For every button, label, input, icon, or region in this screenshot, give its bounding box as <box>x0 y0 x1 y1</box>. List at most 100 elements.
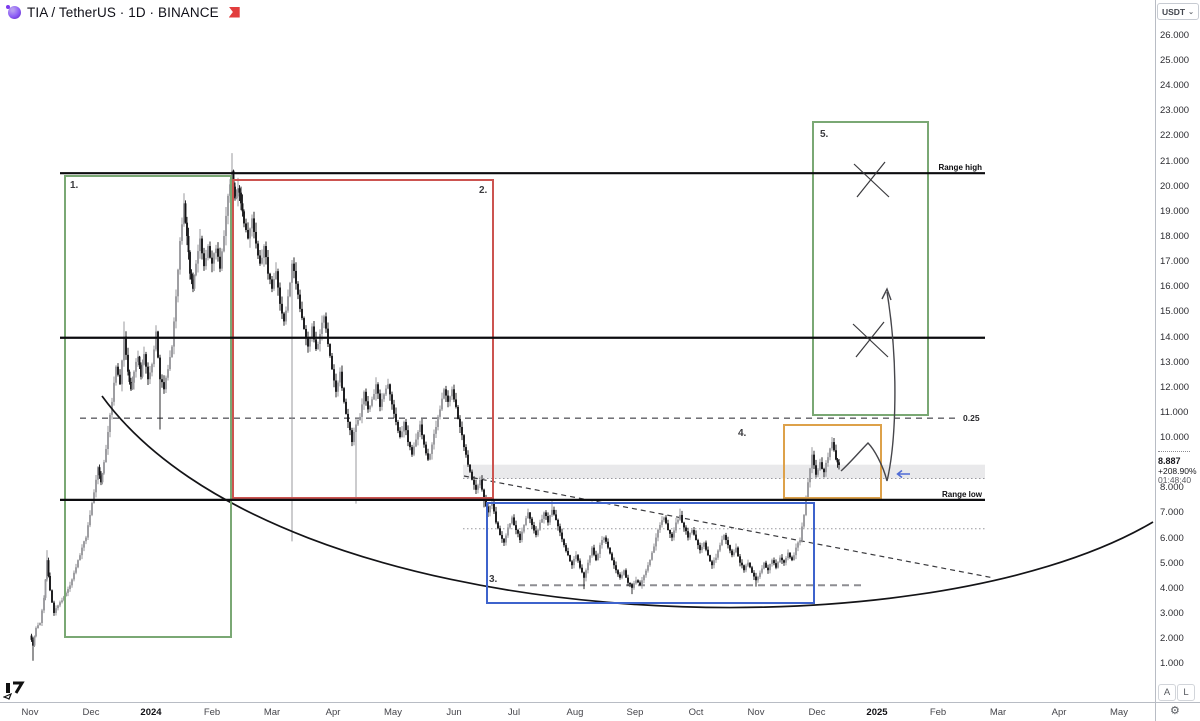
candle <box>197 251 199 264</box>
candle <box>289 282 291 297</box>
gear-icon[interactable]: ⚙ <box>1170 705 1180 717</box>
candle <box>145 354 147 367</box>
candle <box>325 316 327 329</box>
candle <box>439 409 441 417</box>
phase-box-1[interactable] <box>64 175 232 638</box>
phase-box-2[interactable] <box>232 179 494 499</box>
candle <box>561 532 563 540</box>
price-tick-label: 8.000 <box>1160 482 1184 494</box>
candle <box>687 531 689 538</box>
candle <box>639 582 641 586</box>
candle <box>213 253 215 264</box>
candle <box>49 575 51 591</box>
currency-selector[interactable]: USDT ⌄ <box>1157 3 1199 20</box>
candle <box>445 389 447 396</box>
candle <box>183 203 185 225</box>
phase-box-5[interactable] <box>812 121 929 416</box>
candle <box>589 555 591 563</box>
price-tick-label: 12.000 <box>1160 381 1190 393</box>
candle <box>743 565 745 571</box>
candle <box>809 468 811 483</box>
candle <box>449 396 451 402</box>
arrow-up-head <box>881 287 892 301</box>
candle <box>30 635 33 640</box>
candle <box>341 371 343 389</box>
candle <box>393 404 395 414</box>
projection-arrow-curve[interactable] <box>840 291 896 482</box>
candle <box>787 552 789 559</box>
candle <box>85 537 87 542</box>
descending-trendline[interactable] <box>463 475 995 579</box>
candle <box>711 561 713 566</box>
time-axis-label: May <box>1110 707 1128 718</box>
price-tick-label: 19.000 <box>1160 205 1190 217</box>
candle <box>41 610 43 624</box>
red-flag-icon[interactable] <box>228 6 240 18</box>
price-tick-label: 15.000 <box>1160 306 1190 318</box>
candle <box>793 555 795 561</box>
candle <box>611 553 613 561</box>
candle <box>675 522 677 531</box>
price-tick-label: 5.000 <box>1160 557 1184 569</box>
candle <box>285 310 287 322</box>
candle <box>587 562 589 571</box>
x-mark-2[interactable] <box>852 321 889 358</box>
candle <box>95 479 97 493</box>
candle <box>801 526 803 541</box>
candle <box>105 449 107 463</box>
tradingview-logo-icon[interactable] <box>3 675 29 703</box>
candle <box>659 524 661 530</box>
candle <box>419 424 421 433</box>
candle <box>203 253 205 267</box>
candle <box>371 399 373 406</box>
price-tick-label: 11.000 <box>1160 406 1189 418</box>
candle <box>259 255 261 264</box>
rounding-bottom-curve[interactable] <box>101 395 1154 609</box>
candle <box>67 589 69 593</box>
range-low-label: Range low <box>942 490 983 499</box>
candle <box>597 553 599 561</box>
candle <box>721 539 723 546</box>
candle <box>335 380 337 392</box>
phase-box-label-4: 4. <box>738 428 747 439</box>
candle <box>737 547 739 557</box>
candle <box>441 398 443 410</box>
blue-left-arrow-icon[interactable] <box>896 469 911 479</box>
candle <box>573 558 575 566</box>
candle <box>833 442 835 451</box>
candle <box>477 485 479 490</box>
candle <box>821 462 823 469</box>
x-mark-1[interactable] <box>853 161 890 198</box>
symbol-header[interactable]: TIA / TetherUS · 1D · BINANCE <box>6 3 240 21</box>
candle <box>491 502 493 506</box>
candle <box>811 454 813 469</box>
time-axis-label: Mar <box>263 707 281 718</box>
candle <box>192 279 194 289</box>
log-scale-button[interactable]: L <box>1177 684 1195 701</box>
candle <box>685 527 687 532</box>
time-axis-label: Nov <box>21 707 39 718</box>
phase-box-label-3: 3. <box>489 574 498 585</box>
candle <box>221 251 223 269</box>
candle <box>715 557 717 561</box>
candle <box>89 514 91 526</box>
symbol-title[interactable]: TIA / TetherUS · 1D · BINANCE <box>27 4 219 20</box>
candle <box>691 530 693 533</box>
candle <box>361 404 363 417</box>
support-zone-band[interactable] <box>463 464 985 479</box>
phase-box-4[interactable] <box>783 424 882 499</box>
candle <box>309 337 311 347</box>
candle <box>757 576 759 581</box>
candle <box>73 572 75 580</box>
candle <box>234 186 236 199</box>
candle <box>599 545 601 554</box>
candle <box>719 545 721 551</box>
candle <box>343 388 345 402</box>
auto-scale-button[interactable]: A <box>1158 684 1176 701</box>
candle <box>507 527 509 536</box>
phase-box-3[interactable] <box>486 502 815 604</box>
candle <box>615 565 617 571</box>
price-tick-label: 3.000 <box>1160 607 1184 619</box>
candle <box>299 294 301 309</box>
